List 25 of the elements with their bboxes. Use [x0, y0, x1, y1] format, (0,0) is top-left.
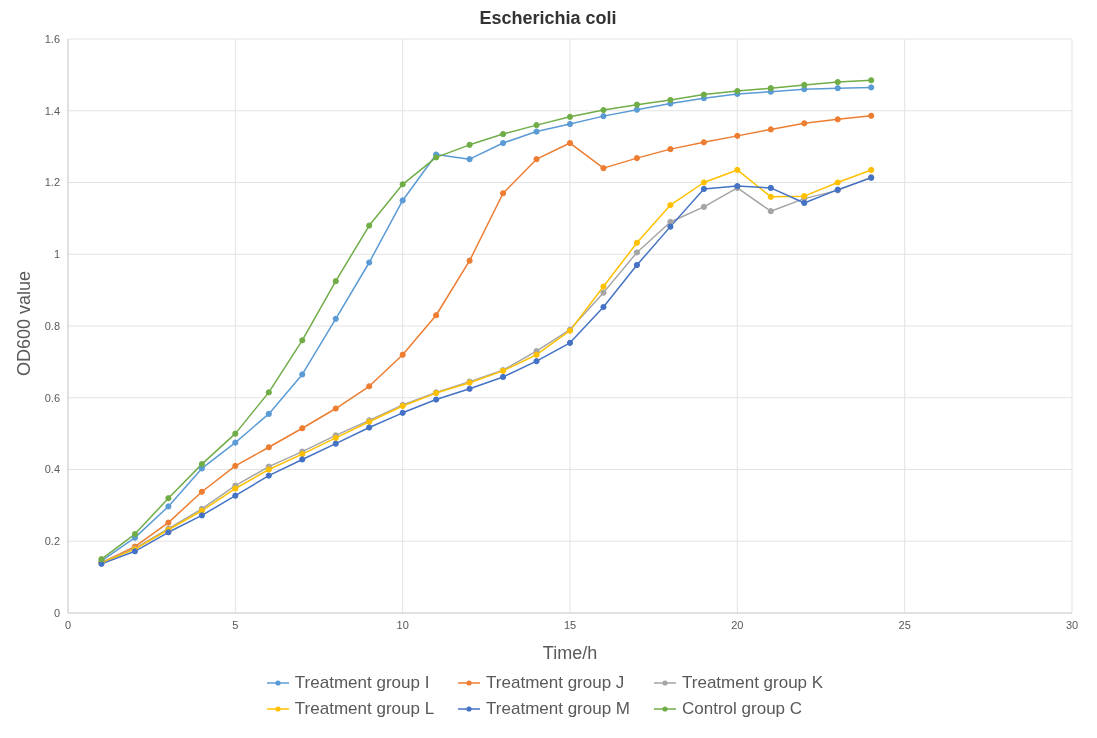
y-tick-label: 1 — [53, 248, 60, 261]
y-tick-label: 0.6 — [44, 391, 60, 404]
y-tick-label: 0.8 — [44, 319, 60, 332]
legend-label: Treatment group K — [682, 673, 824, 693]
y-axis-title: OD600 value — [14, 270, 35, 376]
x-tick-label: 0 — [64, 618, 72, 631]
y-tick-label: 0.2 — [44, 535, 60, 548]
legend-label: Control group C — [682, 699, 803, 719]
x-tick-label: 25 — [898, 618, 911, 631]
x-tick-label: 10 — [396, 618, 409, 631]
y-tick-label: 1.6 — [44, 32, 60, 45]
x-tick-label: 20 — [731, 618, 744, 631]
y-tick-label: 0.4 — [44, 463, 60, 476]
legend-label: Treatment group L — [294, 699, 435, 719]
x-axis-title: Time/h — [542, 643, 598, 663]
x-tick-label: 30 — [1065, 618, 1079, 631]
x-tick-label: 15 — [563, 618, 577, 631]
chart-title: Escherichia coli — [478, 8, 618, 29]
y-tick-label: 1.4 — [44, 104, 60, 117]
legend-label: Treatment group I — [294, 673, 430, 693]
y-tick-label: 1.2 — [44, 176, 60, 189]
x-tick-label: 5 — [232, 618, 239, 631]
legend-label: Treatment group J — [486, 673, 625, 693]
y-tick-label: 0 — [53, 606, 60, 619]
legend-label: Treatment group M — [486, 699, 631, 719]
